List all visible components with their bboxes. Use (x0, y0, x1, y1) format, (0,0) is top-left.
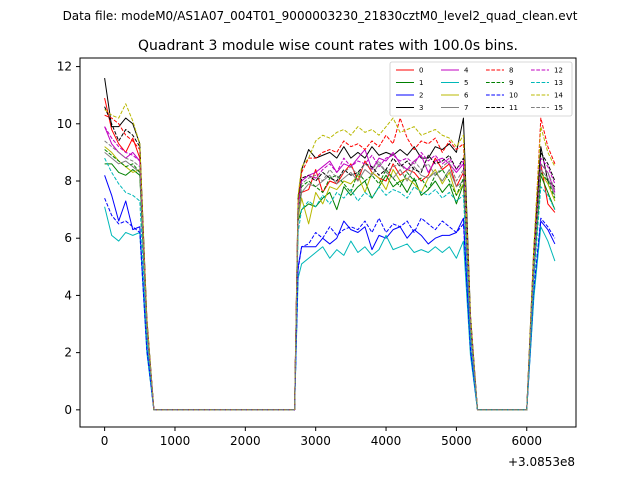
plot-area (79, 57, 577, 428)
legend-label-5: 5 (464, 79, 468, 87)
x-tick-label: 2000 (230, 434, 261, 448)
x-tick-label: 0 (101, 434, 109, 448)
x-tick-label: 3000 (300, 434, 331, 448)
x-tick-label: 1000 (160, 434, 191, 448)
legend-label-8: 8 (509, 67, 513, 75)
series-line-7 (104, 152, 556, 411)
y-tick-label: 2 (64, 346, 72, 360)
legend-label-10: 10 (509, 92, 518, 100)
series-line-4 (104, 126, 556, 411)
series-line-0 (104, 97, 556, 411)
series-line-13 (104, 157, 556, 411)
series-line-9 (104, 149, 556, 411)
legend-label-13: 13 (554, 79, 563, 87)
legend-label-7: 7 (464, 104, 468, 112)
y-axis: 0 2 4 6 8 10 12 (57, 60, 80, 417)
chart-title: Quadrant 3 module wise count rates with … (138, 38, 518, 54)
legend-label-14: 14 (554, 92, 563, 100)
y-tick-label: 12 (57, 60, 72, 74)
x-tick-label: 5000 (441, 434, 472, 448)
series-line-5 (104, 206, 556, 411)
legend-label-15: 15 (554, 104, 563, 112)
series-line-6 (104, 146, 556, 411)
series-line-2 (104, 175, 556, 411)
series-line-12 (104, 126, 556, 411)
legend-label-12: 12 (554, 67, 563, 75)
legend-label-4: 4 (464, 67, 469, 75)
series-line-10 (104, 197, 556, 411)
legend-box (389, 61, 573, 117)
legend-label-11: 11 (509, 104, 518, 112)
y-tick-label: 8 (64, 174, 72, 188)
series-lines (104, 77, 556, 411)
legend-label-6: 6 (464, 92, 469, 100)
figure-suptitle: Data file: modeM0/AS1A07_004T01_90000032… (63, 9, 578, 23)
series-line-8 (104, 114, 556, 411)
plot-frame (79, 57, 577, 428)
legend-label-3: 3 (419, 104, 423, 112)
legend-label-9: 9 (509, 79, 513, 87)
legend-label-1: 1 (419, 79, 423, 87)
legend-label-2: 2 (419, 92, 423, 100)
x-tick-label: 6000 (511, 434, 542, 448)
x-offset-label: +3.0853e8 (508, 455, 575, 469)
x-axis: 0 1000 2000 3000 4000 5000 6000 (101, 427, 542, 448)
y-tick-label: 10 (57, 117, 72, 131)
y-tick-label: 6 (64, 231, 72, 245)
series-line-1 (104, 163, 556, 411)
y-tick-label: 0 (64, 403, 72, 417)
y-tick-label: 4 (64, 288, 72, 302)
legend-label-0: 0 (419, 67, 423, 75)
x-tick-label: 4000 (371, 434, 402, 448)
series-line-15 (104, 140, 556, 411)
